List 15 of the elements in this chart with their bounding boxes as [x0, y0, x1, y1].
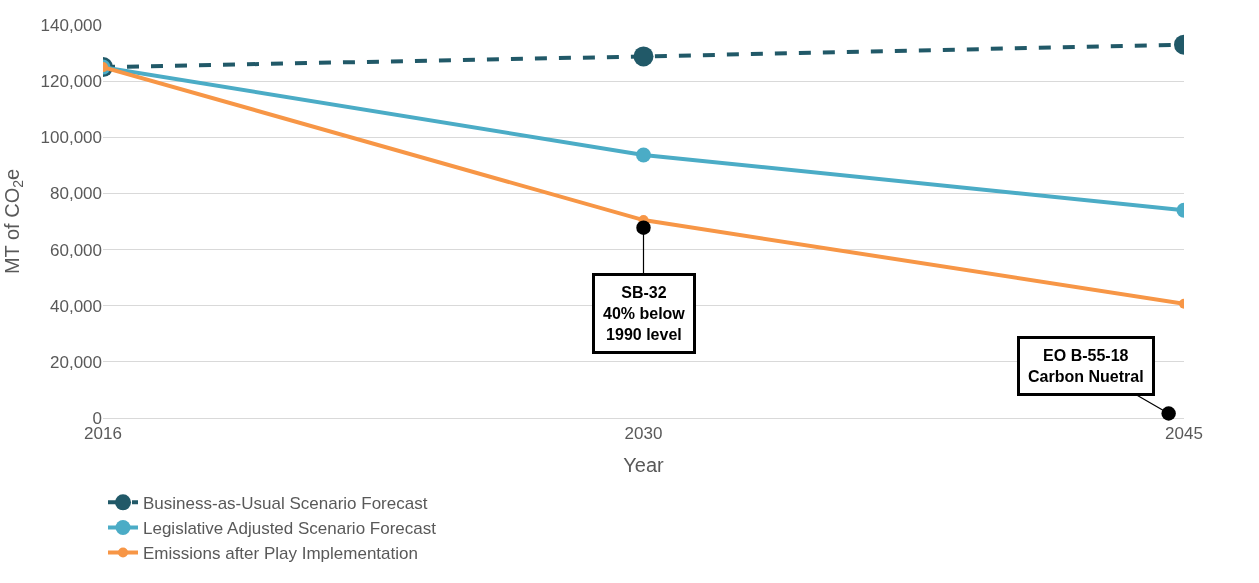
x-tick-label: 2030 [624, 424, 663, 444]
legend-label: Legislative Adjusted Scenario Forecast [143, 519, 437, 539]
legend-label: Emissions after Play Implementation [143, 544, 418, 564]
annotation: SB-32 40% below 1990 level [603, 284, 686, 343]
x-tick-label: 2045 [1165, 424, 1203, 444]
annotation: EO B-55-18 Carbon Nuetral [1028, 347, 1144, 385]
y-tick-label: 40,000 [50, 296, 102, 316]
y-tick-label: 140,000 [40, 15, 102, 35]
x-axis-title: Year [623, 453, 665, 476]
legend-label: Business-as-Usual Scenario Forecast [143, 493, 428, 513]
y-tick-label: 80,000 [50, 184, 102, 204]
y-tick-label: 60,000 [50, 240, 102, 260]
y-tick-label: 120,000 [40, 72, 102, 92]
y-tick-label: 20,000 [50, 352, 102, 372]
y-tick-label: 100,000 [40, 128, 102, 148]
